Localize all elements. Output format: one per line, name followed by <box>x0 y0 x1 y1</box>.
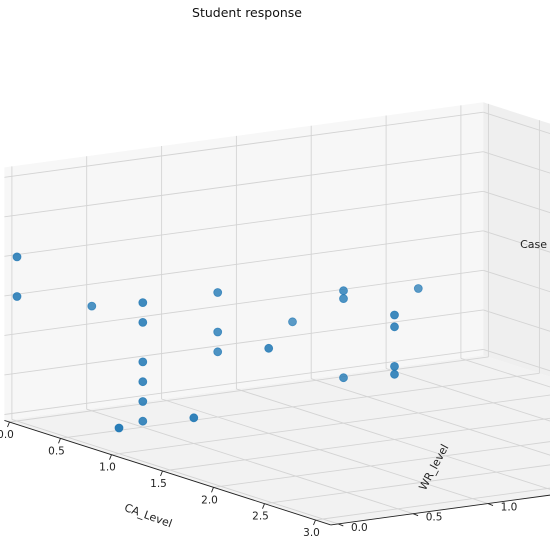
y-tick-mark <box>412 513 419 517</box>
floor-pane <box>4 355 550 525</box>
data-point <box>12 252 22 262</box>
x-tick-mark <box>160 470 163 477</box>
x-tick-mark <box>262 503 265 509</box>
x-axis-label: CA_Level <box>123 501 174 530</box>
data-point <box>114 423 124 433</box>
grid-line-y <box>385 368 550 422</box>
grid-line-y <box>11 418 339 525</box>
x-tick-mark <box>313 519 316 526</box>
grid-line-z <box>4 151 484 218</box>
y-axis-line <box>330 494 550 526</box>
data-point <box>390 310 399 320</box>
data-point <box>390 369 399 379</box>
grid-line-z <box>4 269 484 336</box>
grid-line-x <box>162 417 550 472</box>
data-point <box>339 294 348 304</box>
x-tick-label: 1.0 <box>99 462 116 474</box>
x-tick-label: 0.0 <box>0 429 14 441</box>
data-point <box>138 317 148 327</box>
y-tick-label: 1.0 <box>501 502 518 514</box>
axis-lines <box>4 419 550 527</box>
x-axis-line <box>4 419 331 526</box>
grid-line-y <box>311 378 550 456</box>
data-point <box>12 292 22 301</box>
back-pane <box>483 102 550 377</box>
grid-line-z <box>483 151 550 174</box>
axis-panes <box>4 102 550 525</box>
grid-line-z <box>483 111 550 135</box>
data-point <box>138 377 148 387</box>
data-point <box>213 288 223 297</box>
grid-line-z <box>4 309 484 376</box>
y-tick-mark <box>338 523 344 527</box>
grid-line-z <box>483 190 550 214</box>
data-points <box>12 252 423 433</box>
grid-line-z <box>4 348 484 415</box>
z-axis-label: Case <box>520 238 547 251</box>
grid-line-x <box>60 372 540 439</box>
grid-line-x <box>111 394 550 456</box>
tick-labels: 0.00.51.01.52.02.53.00.00.51.01.52.02.53… <box>0 429 518 539</box>
grid-line-z <box>4 230 484 297</box>
grid-line-x <box>264 464 550 505</box>
data-point <box>138 298 148 308</box>
data-point <box>413 284 423 293</box>
grid-line-z <box>483 309 550 332</box>
side-pane <box>4 102 484 421</box>
grid-line-z <box>483 269 550 293</box>
grid-line-z <box>483 348 550 372</box>
data-point <box>87 301 97 311</box>
data-point <box>138 397 148 406</box>
data-point <box>264 343 274 353</box>
x-tick-label: 2.5 <box>252 511 269 523</box>
data-point <box>138 416 148 426</box>
grid-line-x <box>315 487 550 521</box>
grid-line-x <box>9 356 489 423</box>
grid-line-x <box>213 441 550 488</box>
grid-line-y <box>460 357 550 388</box>
grid-line-y <box>236 388 550 490</box>
chart-title: Student response <box>192 5 302 20</box>
data-point <box>390 322 399 332</box>
data-point <box>288 317 297 327</box>
data-point <box>213 327 223 337</box>
grid-line-z <box>483 230 550 253</box>
grid-line-z <box>4 190 484 257</box>
x-tick-label: 1.5 <box>150 478 167 490</box>
grid-lines <box>4 103 550 525</box>
grid-line-y <box>86 408 414 515</box>
y-tick-mark <box>487 503 494 507</box>
x-tick-label: 3.0 <box>303 527 320 539</box>
data-point <box>339 373 348 383</box>
data-point <box>138 357 148 367</box>
x-tick-label: 0.5 <box>48 445 65 457</box>
x-tick-mark <box>58 438 61 444</box>
x-tick-label: 2.0 <box>201 494 218 506</box>
y-tick-label: 0.5 <box>426 512 443 524</box>
y-tick-label: 0.0 <box>351 522 368 534</box>
data-point <box>390 361 399 371</box>
grid-line-y <box>161 398 489 505</box>
data-point <box>213 347 223 357</box>
data-point <box>339 286 348 296</box>
data-point <box>189 413 199 423</box>
x-tick-mark <box>109 454 112 460</box>
x-tick-mark <box>211 487 214 493</box>
grid-line-z <box>4 111 484 178</box>
x-tick-mark <box>7 421 10 428</box>
